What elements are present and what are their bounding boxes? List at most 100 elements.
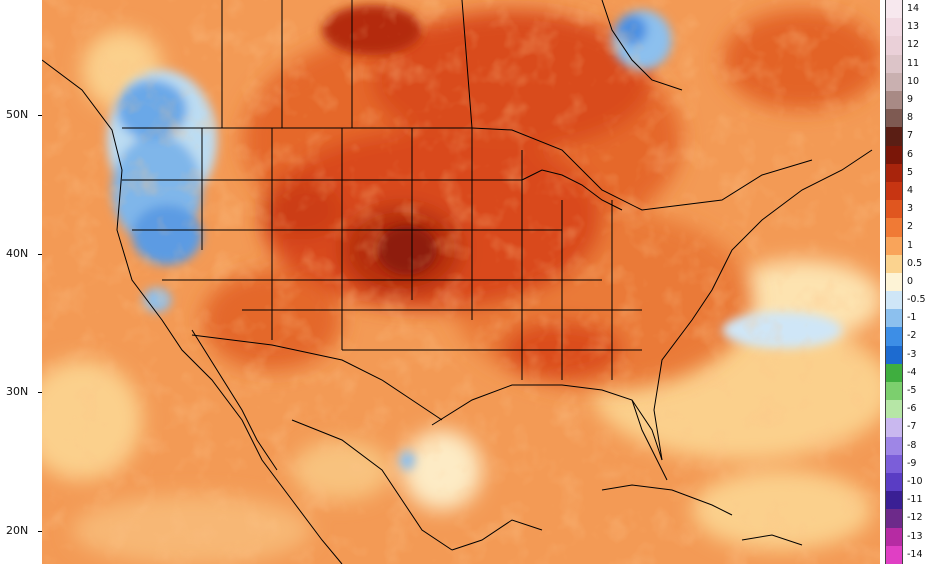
colorbar-step: -12 xyxy=(883,509,940,528)
latitude-axis: 50N 40N 30N 20N xyxy=(0,0,43,564)
colorbar-step: -14 xyxy=(883,545,940,564)
colorbar-step: 2 xyxy=(883,218,940,237)
colorbar-label: -9 xyxy=(907,457,917,469)
colorbar-label: 8 xyxy=(907,112,914,124)
colorbar-step: -6 xyxy=(883,400,940,419)
colorbar-step: -0.5 xyxy=(883,291,940,310)
colorbar-step: 5 xyxy=(883,163,940,182)
colorbar-label: -13 xyxy=(907,530,923,542)
colorbar-swatch xyxy=(885,200,903,219)
colorbar-label: 0.5 xyxy=(907,257,923,269)
colorbar-legend: 14 13 12 11 10 9 8 7 6 5 4 3 2 1 0.5 0 -0.5 -1 -2 -3 -4 -5 -6 -… xyxy=(883,0,940,564)
lat-tick-40n xyxy=(38,254,43,255)
colorbar-swatch xyxy=(885,18,903,37)
colorbar-swatch xyxy=(885,418,903,437)
colorbar-swatch xyxy=(885,473,903,492)
colorbar-label: -12 xyxy=(907,512,923,524)
colorbar-label: -7 xyxy=(907,421,917,433)
colorbar-label: -6 xyxy=(907,403,917,415)
colorbar-swatch xyxy=(885,109,903,128)
lat-label-30n: 30N xyxy=(6,385,29,398)
anomaly-map-svg xyxy=(42,0,880,564)
colorbar-swatch xyxy=(885,127,903,146)
colorbar-step: -5 xyxy=(883,382,940,401)
colorbar-swatch xyxy=(885,163,903,182)
colorbar-step: 12 xyxy=(883,36,940,55)
colorbar-label: 2 xyxy=(907,221,914,233)
colorbar-label: 13 xyxy=(907,21,920,33)
lat-tick-20n xyxy=(38,531,43,532)
colorbar-label: -3 xyxy=(907,348,917,360)
colorbar-label: -2 xyxy=(907,330,917,342)
colorbar-step: -1 xyxy=(883,309,940,328)
colorbar-step: -7 xyxy=(883,418,940,437)
colorbar-swatch xyxy=(885,145,903,164)
colorbar-label: -1 xyxy=(907,312,917,324)
colorbar-swatch xyxy=(885,454,903,474)
colorbar-label: 3 xyxy=(907,203,914,215)
colorbar-label: 0 xyxy=(907,275,914,287)
colorbar-step: 7 xyxy=(883,127,940,146)
colorbar-label: -4 xyxy=(907,366,917,378)
colorbar-swatch xyxy=(885,272,903,292)
colorbar-swatch xyxy=(885,72,903,91)
colorbar-step: 6 xyxy=(883,145,940,164)
colorbar-swatch xyxy=(885,363,903,383)
anomaly-map xyxy=(42,0,880,564)
lat-label-20n: 20N xyxy=(6,524,29,537)
colorbar-step: 9 xyxy=(883,90,940,110)
colorbar-swatch xyxy=(885,291,903,310)
colorbar-label: 12 xyxy=(907,39,920,51)
colorbar-swatch xyxy=(885,254,903,273)
colorbar-step: 0 xyxy=(883,272,940,292)
colorbar-label: 10 xyxy=(907,75,920,87)
colorbar-swatch xyxy=(885,436,903,455)
colorbar-label: -11 xyxy=(907,494,923,506)
colorbar-label: 4 xyxy=(907,184,914,196)
colorbar-step: -3 xyxy=(883,345,940,364)
colorbar-step: 10 xyxy=(883,72,940,91)
colorbar-step: 8 xyxy=(883,109,940,128)
colorbar-label: 9 xyxy=(907,93,914,105)
colorbar-step: -13 xyxy=(883,527,940,546)
colorbar-step: -4 xyxy=(883,363,940,383)
colorbar-step: -8 xyxy=(883,436,940,455)
colorbar-swatch xyxy=(885,382,903,401)
lat-tick-30n xyxy=(38,392,43,393)
colorbar-step: -9 xyxy=(883,454,940,474)
colorbar-label: 6 xyxy=(907,148,914,160)
colorbar-label: 11 xyxy=(907,57,920,69)
colorbar-label: -14 xyxy=(907,548,923,560)
colorbar-step: 14 xyxy=(883,0,940,19)
colorbar-swatch xyxy=(885,54,903,73)
colorbar-swatch xyxy=(885,0,903,19)
colorbar-swatch xyxy=(885,527,903,546)
colorbar-step: 0.5 xyxy=(883,254,940,273)
colorbar-step: -10 xyxy=(883,473,940,492)
political-boundaries xyxy=(42,0,873,564)
colorbar-label: 5 xyxy=(907,166,914,178)
colorbar-label: 7 xyxy=(907,130,914,142)
anomaly-texture xyxy=(42,0,880,564)
colorbar-swatch xyxy=(885,509,903,528)
colorbar-swatch xyxy=(885,36,903,55)
colorbar-swatch xyxy=(885,400,903,419)
colorbar-step: 3 xyxy=(883,200,940,219)
colorbar-label: -8 xyxy=(907,439,917,451)
colorbar-step: 11 xyxy=(883,54,940,73)
colorbar-label: 14 xyxy=(907,3,920,14)
colorbar-label: 1 xyxy=(907,239,914,251)
colorbar-label: -0.5 xyxy=(907,294,926,306)
colorbar-swatch xyxy=(885,491,903,510)
colorbar-swatch xyxy=(885,236,903,255)
colorbar-label: -5 xyxy=(907,385,917,397)
colorbar-step: -2 xyxy=(883,327,940,346)
colorbar-swatch xyxy=(885,545,903,564)
colorbar-swatch xyxy=(885,345,903,364)
colorbar-swatch xyxy=(885,218,903,237)
colorbar-swatch xyxy=(885,327,903,346)
colorbar-label: -10 xyxy=(907,476,923,488)
lat-label-40n: 40N xyxy=(6,247,29,260)
colorbar-swatch xyxy=(885,90,903,110)
lat-label-50n: 50N xyxy=(6,108,29,121)
